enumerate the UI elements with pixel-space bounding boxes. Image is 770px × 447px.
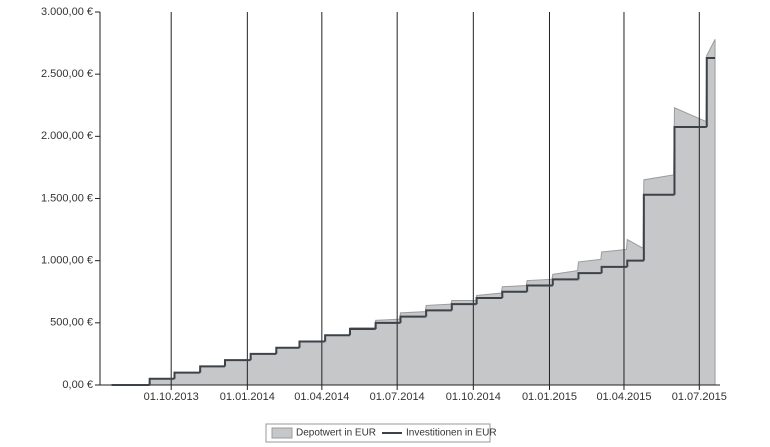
- y-tick-label: 500,00 €: [50, 317, 93, 329]
- x-tick-label: 01.01.2015: [522, 391, 577, 403]
- y-tick-label: 3.000,00 €: [41, 6, 93, 18]
- step-line: [374, 321, 400, 330]
- step-line: [148, 377, 174, 385]
- x-tick-label: 01.07.2014: [370, 391, 425, 403]
- x-tick-label: 01.10.2013: [144, 391, 199, 403]
- step-line: [626, 259, 644, 267]
- x-tick-label: 01.07.2015: [672, 391, 727, 403]
- step-line: [551, 278, 578, 286]
- x-tick-label: 01.04.2014: [294, 391, 349, 403]
- step-line: [526, 284, 552, 292]
- legend-swatch: [271, 427, 293, 439]
- step-line: [600, 265, 627, 274]
- y-tick-label: 1.500,00 €: [41, 192, 93, 204]
- step-line: [249, 352, 276, 361]
- area: [111, 39, 716, 386]
- step-line: [705, 57, 716, 128]
- x-tick-label: 01.04.2015: [596, 391, 651, 403]
- step-line: [223, 359, 250, 367]
- y-tick-label: 2.000,00 €: [41, 130, 93, 142]
- y-tick-label: 1.000,00 €: [41, 255, 93, 267]
- y-tick-label: 0,00 €: [62, 379, 93, 391]
- step-line: [450, 303, 476, 311]
- step-line: [673, 126, 706, 195]
- step-line: [642, 193, 674, 261]
- x-tick-label: 01.01.2014: [220, 391, 275, 403]
- legend-label: Depotwert in EUR: [296, 428, 376, 439]
- step-line: [173, 371, 200, 379]
- step-line: [324, 334, 350, 342]
- step-line: [399, 315, 426, 323]
- legend-label: Investitionen in EUR: [406, 428, 497, 439]
- step-line: [298, 340, 325, 348]
- x-tick-label: 01.10.2014: [446, 391, 501, 403]
- step-line: [348, 328, 375, 336]
- step-line: [501, 290, 527, 298]
- step-line: [577, 272, 601, 280]
- step-line: [475, 296, 502, 305]
- step-line: [425, 309, 451, 317]
- legend-box: [265, 423, 491, 443]
- step-line: [199, 365, 225, 373]
- y-tick-label: 2.500,00 €: [41, 68, 93, 80]
- step-line: [275, 346, 299, 354]
